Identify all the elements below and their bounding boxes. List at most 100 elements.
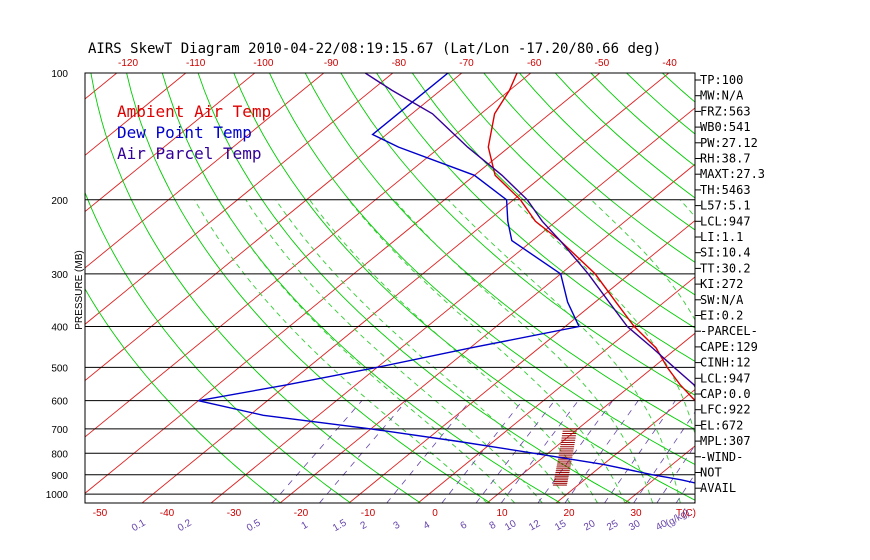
top-temperature-tick: -60 [527, 58, 542, 69]
moist-adiabat-line [194, 199, 488, 503]
legend-entry: Ambient Air Temp [117, 102, 271, 121]
profiles [198, 73, 695, 484]
mixing-ratio-tick: 4 [422, 519, 433, 532]
top-temperature-tick: -100 [253, 58, 273, 69]
moist-adiabat-line [513, 199, 695, 436]
pressure-tick-label: 900 [51, 471, 68, 482]
dry-adiabat-line [662, 73, 695, 103]
top-temperature-tick: -80 [392, 58, 407, 69]
isotherm-line [832, 73, 870, 503]
isotherm-line [141, 73, 670, 503]
mixing-ratio-tick: 1.5 [331, 517, 349, 534]
pressure-tick-label: 100 [51, 69, 68, 80]
isotherm-line [0, 73, 48, 503]
pressure-tick-label: 700 [51, 425, 68, 436]
dry-adiabat-line [841, 73, 870, 503]
index-value: LCL:947 [700, 371, 751, 385]
mixing-ratio-line [564, 400, 639, 503]
isotherm-line [279, 163, 695, 503]
mixing-ratio-line [500, 400, 579, 503]
bottom-temperature-tick: -30 [227, 508, 242, 519]
moist-adiabat-line [846, 200, 870, 503]
bottom-temperature-tick: -50 [93, 508, 108, 519]
index-value: CAPE:129 [700, 340, 758, 354]
mixing-ratio-line [386, 400, 471, 503]
index-value: MAXT:27.3 [700, 167, 765, 181]
top-temperature-tick: -120 [118, 58, 138, 69]
index-value: MW:N/A [700, 89, 744, 103]
dry-adiabat-line [304, 73, 695, 431]
index-value: LCL:947 [700, 214, 751, 228]
bottom-temperature-tick: -40 [160, 508, 175, 519]
index-value: PW:27.12 [700, 136, 758, 150]
isotherm-line [85, 73, 118, 100]
isotherm-line [348, 220, 695, 503]
bottom-temperature-tick: 0 [432, 508, 438, 519]
dry-adiabat-line [376, 73, 695, 362]
pressure-tick-label: 500 [51, 363, 68, 374]
top-temperature-tick: -50 [595, 58, 610, 69]
y-axis-label: PRESSURE (MB) [74, 250, 85, 329]
bottom-temperature-ticks: -50 -40 -30 -20 -10 0 10 20 30 [93, 508, 642, 519]
bottom-temperature-tick: 30 [630, 508, 642, 519]
moist-adiabat-line [448, 199, 681, 503]
pressure-tick-label: 1000 [46, 490, 69, 501]
index-value: RH:38.7 [700, 152, 751, 166]
background-lines [0, 73, 870, 503]
mixing-ratio-tick: 15 [553, 518, 569, 533]
dry-adiabat-line [269, 73, 695, 466]
pressure-tick-label: 300 [51, 270, 68, 281]
legend: Ambient Air Temp Dew Point Temp Air Parcel… [117, 102, 271, 163]
mixing-ratio-tick: 0.5 [245, 517, 263, 534]
index-value: TT:30.2 [700, 261, 751, 275]
index-value: TH:5463 [700, 183, 751, 197]
index-value: CINH:12 [700, 356, 751, 370]
top-temperature-tick: -40 [662, 58, 677, 69]
plot-frame [84, 72, 696, 504]
moist-adiabat-line [393, 199, 654, 503]
isotherm-line [210, 107, 695, 503]
isotherm-line [85, 73, 394, 325]
isotherm-line [85, 73, 463, 382]
bottom-temperature-tick: -20 [294, 508, 309, 519]
bottom-temperature-tick: 10 [496, 508, 508, 519]
pressure-tick-label: 600 [51, 397, 68, 408]
moist-adiabat-line [275, 199, 571, 503]
moist-adiabat-line [245, 199, 543, 503]
dry-adiabat-line [340, 73, 695, 396]
pressure-tick-label: 400 [51, 323, 68, 334]
mixing-ratio-line [537, 400, 614, 503]
mixing-ratio-tick: 40 [654, 518, 670, 533]
mixing-ratio-tick: 0.1 [130, 517, 148, 534]
mixing-ratio-tick: 20 [582, 518, 598, 533]
mixing-ratio-line [475, 400, 555, 503]
index-value: -WIND- [700, 450, 743, 464]
x-axis-label: T(C) [676, 508, 696, 519]
index-value: TP:100 [700, 73, 743, 87]
top-temperature-ticks: -120 -110 -100 -90 -80 -70 -60 -50 -40 [118, 58, 677, 69]
profile-air-parcel-temp [364, 73, 695, 389]
index-value: L57:5.1 [700, 199, 751, 213]
mixing-ratio-line [272, 400, 363, 503]
bottom-temperature-tick: -10 [361, 508, 376, 519]
mixing-ratio-line [633, 411, 695, 503]
mixing-ratio-ticks: 0.1 0.2 0.5 1 1.5 2 3 4 6 8 10 12 15 20 25 30 40 [130, 517, 670, 534]
index-value: -PARCEL- [700, 324, 758, 338]
dry-adiabat-line [805, 73, 870, 503]
mixing-ratio-line [656, 444, 695, 503]
mixing-ratio-tick: 25 [605, 518, 621, 533]
index-value: LFC:922 [700, 403, 751, 417]
dry-adiabat-line [85, 288, 281, 503]
mixing-ratio-tick: 3 [392, 519, 403, 532]
dry-adiabat-line [126, 73, 491, 503]
isotherm-line [85, 73, 187, 156]
index-value: EI:0.2 [700, 309, 743, 323]
dry-adiabat-line [770, 73, 870, 503]
mixing-ratio-line [319, 400, 407, 503]
index-value: SW:N/A [700, 293, 744, 307]
moist-adiabat-line [818, 200, 849, 503]
index-value: WB0:541 [700, 120, 751, 134]
isotherm-line [486, 332, 695, 503]
